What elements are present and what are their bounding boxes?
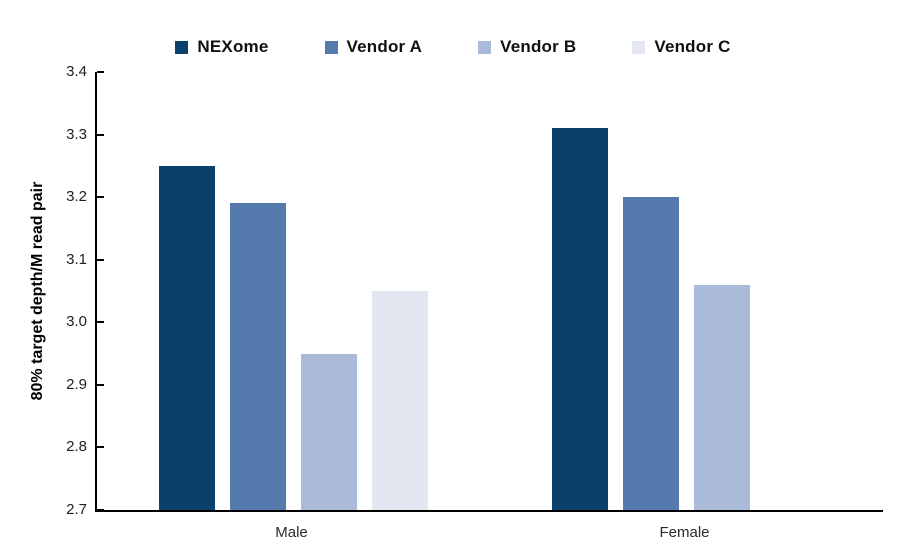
y-axis-tick-label: 3.0 (66, 313, 87, 331)
legend-item-label: Vendor C (654, 37, 731, 56)
y-axis-title: 80% target depth/M read pair (29, 181, 46, 401)
y-axis-tick (97, 321, 104, 324)
legend-swatch (324, 40, 338, 54)
legend-swatch (632, 40, 646, 54)
y-axis-tick (97, 446, 104, 449)
y-axis-tick (97, 133, 104, 136)
y-axis-tick-label: 2.9 (66, 375, 87, 393)
bar-vendor-a-male (230, 203, 286, 510)
legend-item-label: NEXome (197, 37, 269, 56)
y-axis-tick-label: 3.2 (66, 188, 87, 206)
bar-vendor-c-male (372, 291, 428, 510)
legend: NEXome Vendor A Vendor B Vendor C (0, 34, 906, 60)
y-axis-tick (97, 383, 104, 386)
bar-nexome-female (552, 128, 608, 510)
bar-vendor-b-male (301, 353, 357, 510)
y-axis-tick-label: 2.7 (66, 501, 87, 518)
legend-item-label: Vendor B (500, 37, 577, 56)
legend-item-label: Vendor A (346, 37, 423, 56)
y-axis-tick (97, 509, 104, 511)
legend-item: Vendor B (478, 37, 576, 57)
y-axis-tick (97, 258, 104, 261)
x-axis-category-label: Male (275, 524, 308, 541)
y-axis-tick (97, 71, 104, 73)
x-axis-category-label: Female (659, 524, 710, 541)
legend-item: Vendor A (324, 37, 423, 57)
y-axis-tick-label: 3.3 (66, 125, 87, 143)
y-axis-tick-label: 3.1 (66, 250, 87, 268)
plot-area (95, 71, 883, 512)
y-axis-tick-label: 3.4 (66, 63, 87, 80)
bar-nexome-male (159, 165, 215, 510)
y-axis-tick-label: 2.8 (66, 438, 87, 456)
legend-swatch (175, 40, 189, 54)
legend-item: NEXome (175, 37, 268, 57)
bar-vendor-a-female (623, 197, 679, 510)
legend-item: Vendor C (632, 37, 730, 57)
y-axis-tick (97, 196, 104, 199)
bar-vendor-b-female (694, 284, 750, 510)
legend-swatch (478, 40, 492, 54)
